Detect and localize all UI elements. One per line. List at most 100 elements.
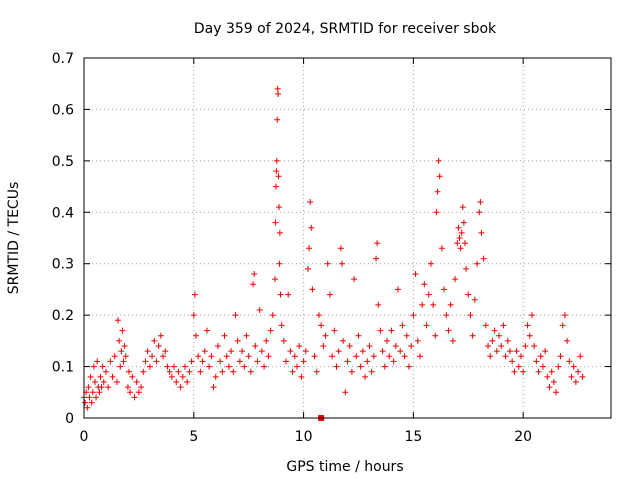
data-point: [119, 327, 126, 334]
data-point: [555, 363, 562, 370]
data-point: [452, 276, 459, 283]
data-point: [410, 312, 417, 319]
data-point: [412, 271, 419, 277]
data-point: [339, 260, 346, 267]
data-point: [217, 358, 224, 365]
data-point: [120, 358, 127, 365]
data-point: [173, 379, 180, 385]
data-point: [379, 348, 386, 355]
data-point: [251, 271, 258, 277]
data-point: [307, 199, 314, 205]
data-point: [388, 327, 395, 334]
data-point: [364, 358, 371, 365]
data-point: [94, 358, 101, 365]
data-point: [564, 337, 571, 344]
data-point: [403, 332, 410, 339]
data-point: [506, 348, 513, 355]
data-point: [254, 358, 261, 365]
data-point: [228, 348, 235, 355]
axis-ticks: [83, 57, 611, 419]
data-point: [438, 245, 445, 252]
data-point: [304, 265, 311, 272]
data-point: [384, 337, 391, 344]
data-point: [272, 276, 279, 283]
y-tick-label: 0.5: [52, 154, 74, 170]
data-point: [197, 368, 204, 375]
data-point: [186, 368, 193, 375]
y-tick-label: 0.7: [52, 51, 74, 67]
data-point: [482, 322, 489, 329]
data-point: [179, 373, 186, 380]
data-point: [502, 353, 509, 360]
data-point: [100, 379, 107, 385]
data-point: [291, 353, 298, 360]
data-point: [293, 363, 300, 370]
y-tick-label: 0.2: [52, 308, 74, 324]
data-point: [276, 260, 283, 267]
data-point: [98, 384, 105, 391]
data-point: [381, 363, 388, 370]
data-point: [142, 358, 149, 365]
data-point: [489, 337, 496, 344]
data-point: [408, 343, 415, 349]
data-point: [140, 368, 147, 375]
data-point: [357, 363, 364, 370]
data-point: [89, 389, 96, 396]
y-tick-label: 0.3: [52, 257, 74, 273]
data-point: [579, 373, 586, 380]
data-point: [478, 229, 485, 236]
data-point: [544, 373, 551, 380]
x-tick-label: 20: [514, 429, 532, 445]
data-point: [85, 384, 92, 391]
data-point: [274, 116, 281, 123]
data-point: [368, 368, 375, 375]
data-point: [326, 291, 333, 298]
data-point: [122, 353, 129, 360]
y-tick-label: 0: [65, 411, 74, 427]
data-point: [392, 343, 399, 349]
data-point: [456, 235, 463, 241]
data-point: [267, 327, 274, 334]
data-point: [539, 363, 546, 370]
data-point: [427, 260, 434, 267]
data-point: [107, 358, 114, 365]
data-point: [278, 322, 285, 329]
y-tick-label: 0.1: [52, 360, 74, 376]
data-point: [465, 291, 472, 298]
data-point: [129, 373, 136, 380]
data-point: [423, 322, 430, 329]
data-point: [335, 348, 342, 355]
data-point: [219, 368, 226, 375]
data-point: [485, 343, 492, 349]
data-point: [493, 348, 500, 355]
data-point: [487, 353, 494, 360]
data-point: [498, 343, 505, 349]
data-point: [157, 332, 164, 339]
data-point: [566, 358, 573, 365]
data-point: [135, 389, 142, 396]
data-point: [164, 363, 171, 370]
data-point: [455, 224, 462, 231]
data-point: [546, 384, 553, 391]
data-point: [221, 332, 228, 339]
data-point: [298, 373, 305, 380]
data-point: [568, 373, 575, 380]
y-axis-label: SRMTID / TECUs: [6, 182, 22, 295]
data-point: [214, 343, 221, 349]
data-point: [116, 337, 123, 344]
data-point: [300, 358, 307, 365]
data-point: [553, 389, 560, 396]
data-point: [109, 373, 116, 380]
data-point: [445, 327, 452, 334]
data-point: [166, 368, 173, 375]
data-point: [559, 322, 566, 329]
data-point: [480, 255, 487, 262]
data-point: [425, 291, 432, 298]
data-point: [188, 358, 195, 365]
data-point: [191, 291, 198, 298]
data-point: [454, 240, 461, 247]
data-point: [458, 229, 465, 236]
data-point: [386, 353, 393, 360]
data-point: [342, 389, 349, 396]
data-point: [513, 348, 520, 355]
